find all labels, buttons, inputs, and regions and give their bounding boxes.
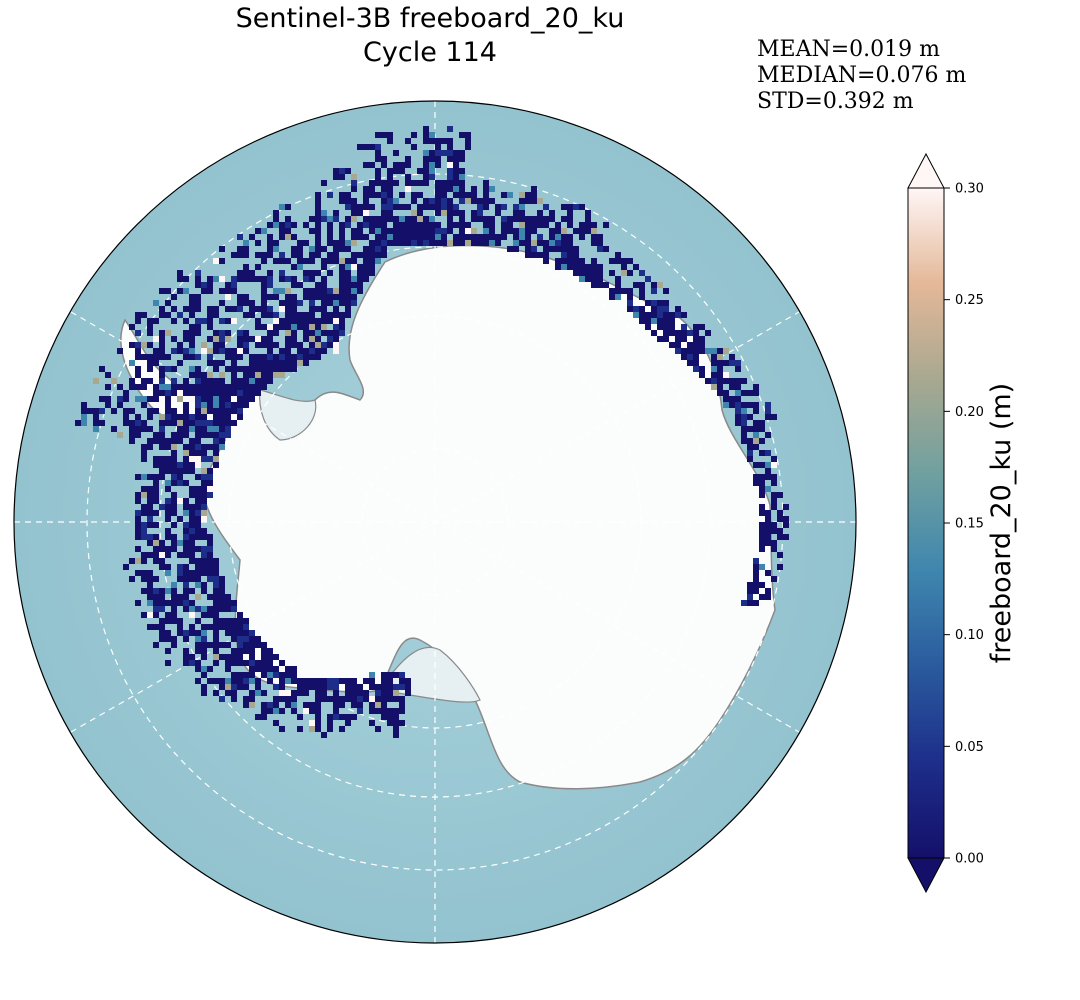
map-subtitle: Cycle 114 — [363, 37, 497, 68]
map-boundary — [13, 100, 857, 944]
colorbar-tick-label: 0.30 — [955, 182, 984, 197]
colorbar-gradient — [907, 187, 945, 859]
colorbar-tick-label: 0.05 — [955, 740, 984, 755]
colorbar-tick-label: 0.20 — [955, 405, 984, 420]
colorbar-tick-label: 0.15 — [955, 517, 984, 532]
colorbar-label: freeboard_20_ku (m) — [986, 383, 1017, 663]
colorbar-extend-max — [907, 152, 945, 189]
freeboard-pixel-layer — [75, 126, 789, 738]
stats-panel: MEAN=0.019 m MEDIAN=0.076 m STD=0.392 m — [757, 37, 966, 115]
median-stat: MEDIAN=0.076 m — [757, 63, 967, 88]
colorbar-tick-label: 0.25 — [955, 293, 984, 308]
colorbar-extend-min — [907, 857, 945, 894]
colorbar-tick-label: 0.00 — [955, 852, 984, 867]
map-title: Sentinel-3B freeboard_20_ku — [235, 3, 625, 34]
polar-map — [13, 100, 857, 944]
std-stat: STD=0.392 m — [757, 89, 914, 114]
ronne-ice-shelf — [259, 389, 317, 441]
mean-stat: MEAN=0.019 m — [757, 37, 940, 62]
colorbar-tick-label: 0.10 — [955, 628, 984, 643]
